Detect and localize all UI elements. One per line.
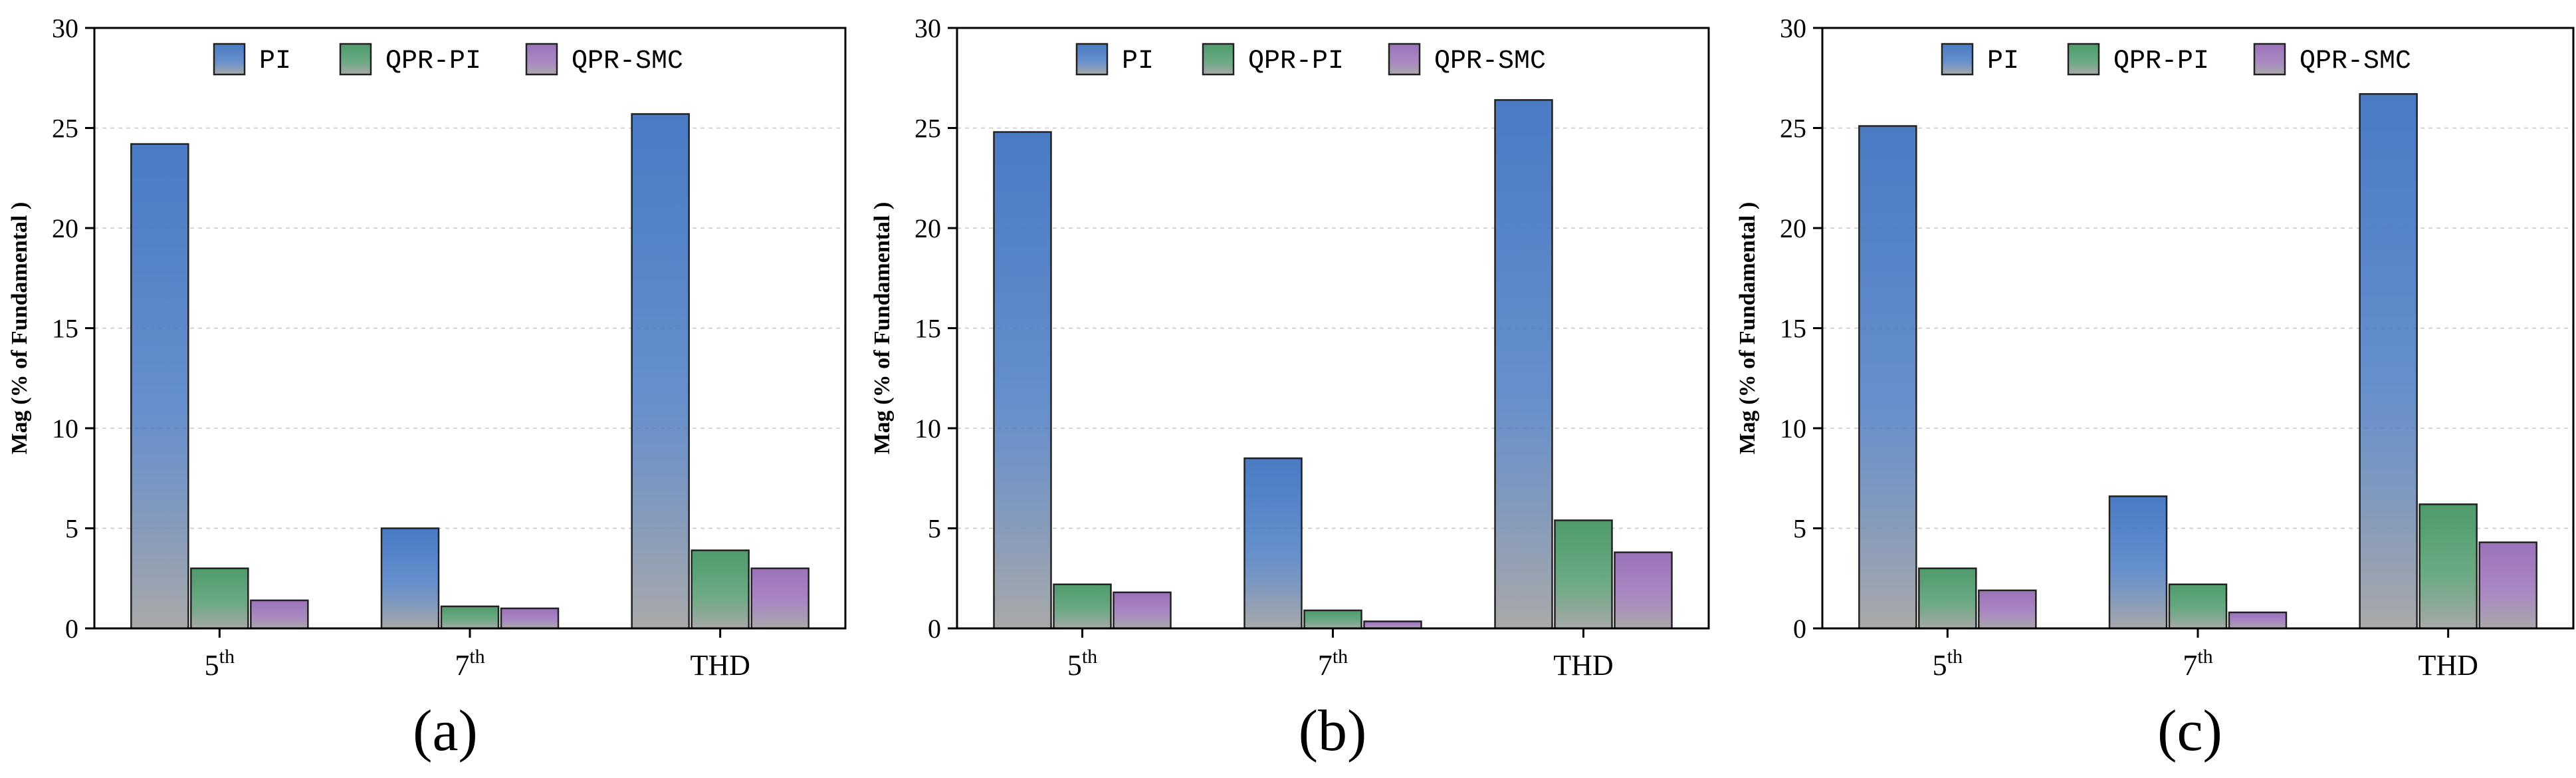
y-tick-label: 10 — [914, 414, 941, 444]
legend: PI QPR-PI QPR-SMC — [1941, 43, 2411, 76]
legend-label-pi: PI — [259, 47, 291, 76]
bar-qpr-pi-7th — [1303, 609, 1362, 630]
y-tick-label: 15 — [52, 314, 78, 344]
legend-label-qpr-smc: QPR-SMC — [572, 47, 683, 76]
legend-label-pi: PI — [1987, 47, 2019, 76]
panel-label: (c) — [2157, 699, 2222, 763]
y-tick-label: 25 — [52, 114, 78, 144]
x-tick-label: 7th — [455, 646, 484, 682]
bar-qpr-smc-7th — [1363, 620, 1422, 630]
legend-swatch-qpr-smc — [2253, 43, 2286, 76]
y-tick-label: 30 — [52, 13, 78, 43]
x-tick-label: 5th — [1933, 646, 1963, 682]
legend-swatch-pi — [213, 43, 246, 76]
legend-swatch-qpr-pi — [339, 43, 372, 76]
x-tick-label: THD — [2418, 649, 2478, 682]
y-tick-label: 20 — [52, 213, 78, 243]
bar-pi-7th — [2108, 495, 2168, 630]
y-tick-label: 5 — [65, 514, 78, 544]
bar-pi-thd — [631, 113, 690, 630]
y-tick-label: 5 — [1793, 514, 1806, 544]
chart-panel-3: 0 5 10 15 20 25 30 5th 7th THD Mag (% of Fundament… — [1735, 13, 2575, 763]
y-tick-label: 0 — [1793, 614, 1806, 644]
y-tick-label: 25 — [914, 114, 941, 144]
y-tick-label: 25 — [1780, 114, 1806, 144]
y-axis-label: Mag (% of Fundamental ) — [870, 202, 895, 455]
y-tick-label: 15 — [914, 314, 941, 344]
y-tick-label: 10 — [1780, 414, 1806, 444]
legend-swatch-pi — [1075, 43, 1109, 76]
plot-frame — [956, 27, 1710, 630]
x-tick-label: 5th — [205, 646, 235, 682]
panel-label: (a) — [413, 699, 478, 763]
legend-label-qpr-pi: QPR-PI — [2113, 47, 2209, 76]
x-tick-label: THD — [690, 649, 750, 682]
bar-qpr-pi-thd — [1554, 519, 1613, 630]
x-tick-label: 7th — [1318, 646, 1348, 682]
legend-label-pi: PI — [1122, 47, 1154, 76]
chart-panel-2: 0 5 10 15 20 25 30 5th 7th THD Mag (% of Fundament… — [870, 13, 1710, 763]
bar-qpr-smc-7th — [500, 607, 560, 630]
panel-label: (b) — [1299, 699, 1367, 763]
bar-pi-7th — [380, 527, 440, 630]
legend-swatch-pi — [1941, 43, 1974, 76]
bar-pi-5th — [130, 143, 189, 630]
bar-qpr-pi-5th — [190, 567, 249, 630]
x-tick-label: 7th — [2183, 646, 2212, 682]
y-axis-label: Mag (% of Fundamental ) — [1735, 202, 1760, 455]
y-tick-label: 5 — [928, 514, 941, 544]
y-axis-label: Mag (% of Fundamental ) — [7, 202, 32, 455]
plot-frame — [93, 27, 847, 630]
bar-qpr-smc-5th — [1113, 591, 1172, 630]
legend-label-qpr-pi: QPR-PI — [385, 47, 481, 76]
bar-pi-thd — [1494, 99, 1553, 630]
bar-qpr-pi-5th — [1918, 567, 1977, 630]
bar-qpr-pi-7th — [2168, 583, 2228, 630]
legend-swatch-qpr-smc — [525, 43, 558, 76]
x-tick-label: 5th — [1067, 646, 1097, 682]
y-tick-label: 30 — [1780, 13, 1806, 43]
legend-swatch-qpr-pi — [1202, 43, 1235, 76]
y-tick-label: 30 — [914, 13, 941, 43]
chart-panel-1: 0 5 10 15 20 25 30 5th 7th THD Mag (% of Fundament… — [7, 13, 847, 763]
x-tick-label: THD — [1553, 649, 1613, 682]
bar-pi-thd — [2359, 93, 2418, 630]
bar-qpr-pi-7th — [440, 605, 500, 630]
legend-swatch-qpr-smc — [1388, 43, 1421, 76]
legend: PI QPR-PI QPR-SMC — [213, 43, 683, 76]
bar-pi-5th — [993, 131, 1052, 630]
bar-qpr-pi-5th — [1053, 583, 1112, 630]
bar-qpr-smc-5th — [250, 599, 309, 630]
bar-qpr-pi-thd — [691, 549, 750, 630]
bar-qpr-smc-7th — [2228, 611, 2288, 630]
bar-qpr-smc-thd — [750, 567, 809, 630]
legend: PI QPR-PI QPR-SMC — [1075, 43, 1546, 76]
y-tick-label: 0 — [65, 614, 78, 644]
y-tick-label: 0 — [928, 614, 941, 644]
bar-qpr-smc-thd — [2478, 541, 2537, 630]
bar-qpr-smc-5th — [1978, 589, 2037, 630]
plot-frame — [1821, 27, 2575, 630]
bar-qpr-pi-thd — [2418, 503, 2478, 630]
legend-label-qpr-smc: QPR-SMC — [1434, 47, 1546, 76]
legend-label-qpr-pi: QPR-PI — [1248, 47, 1344, 76]
bar-pi-5th — [1858, 125, 1917, 630]
bar-pi-7th — [1243, 457, 1303, 630]
y-tick-label: 20 — [914, 213, 941, 243]
legend-swatch-qpr-pi — [2067, 43, 2100, 76]
bar-qpr-smc-thd — [1614, 551, 1673, 630]
y-tick-label: 20 — [1780, 213, 1806, 243]
legend-label-qpr-smc: QPR-SMC — [2300, 47, 2411, 76]
y-tick-label: 10 — [52, 414, 78, 444]
y-tick-label: 15 — [1780, 314, 1806, 344]
